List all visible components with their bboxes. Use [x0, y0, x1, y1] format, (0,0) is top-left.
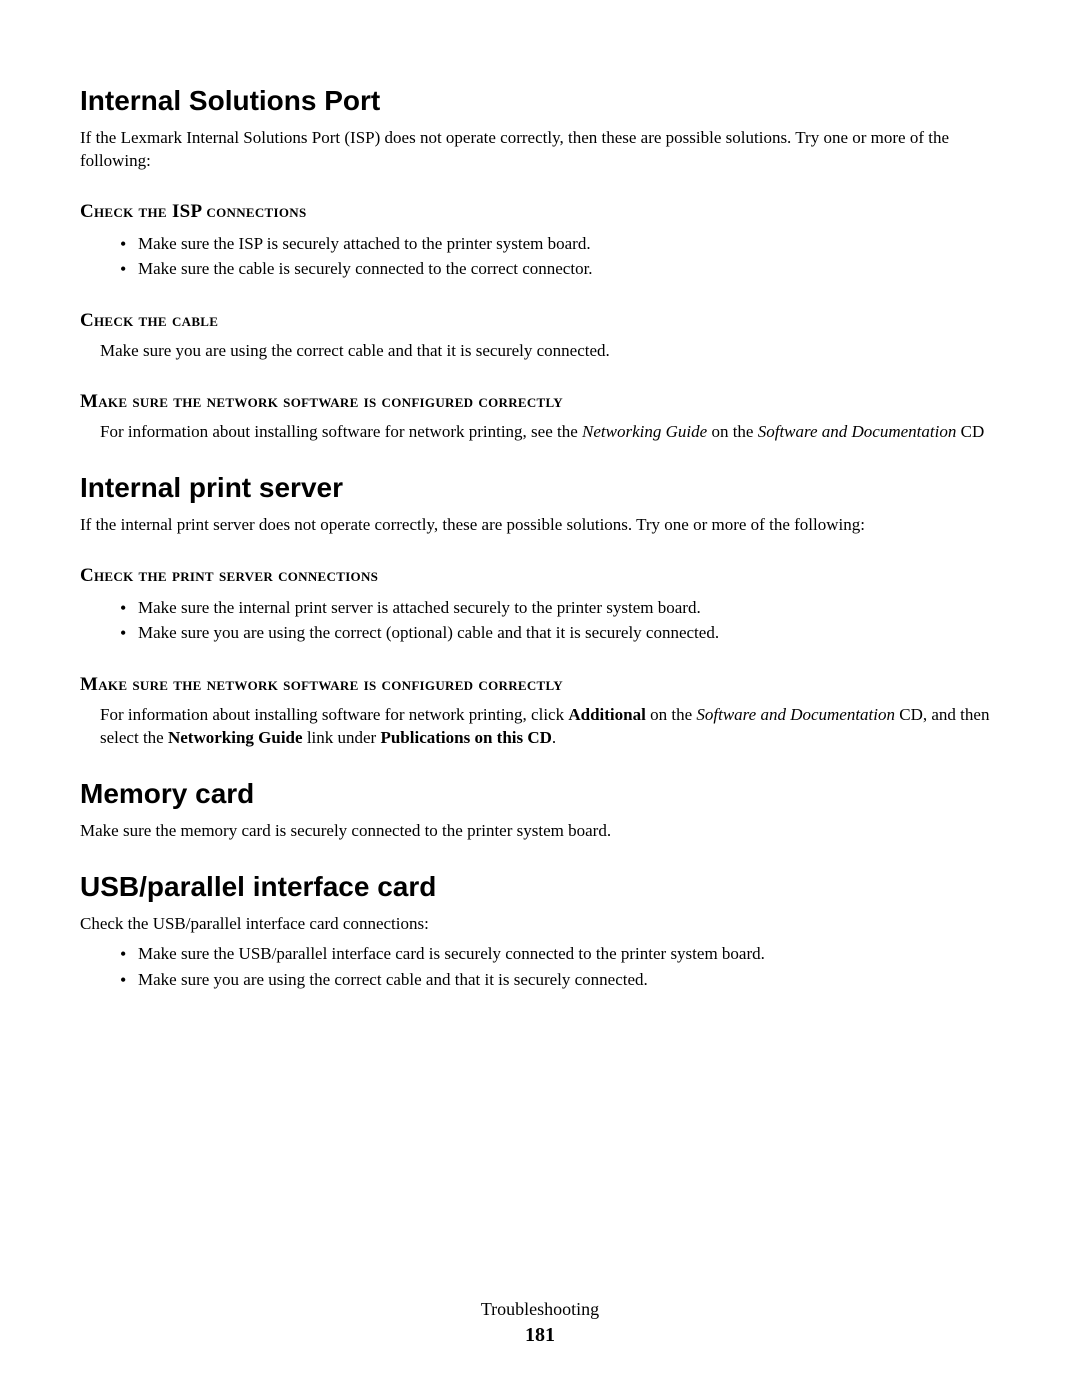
text-italic: Software and Documentation: [758, 422, 957, 441]
text-italic: Networking Guide: [582, 422, 707, 441]
subheading-ips-connections: Check the print server connections: [80, 565, 1000, 587]
list-item: Make sure you are using the correct cabl…: [120, 967, 1000, 993]
text-bold: Additional: [568, 705, 645, 724]
text-span: .: [552, 728, 556, 747]
subheading-ips-network: Make sure the network software is config…: [80, 674, 1000, 696]
ips-connections-list: Make sure the internal print server is a…: [80, 595, 1000, 646]
isp-network-text: For information about installing softwar…: [80, 421, 1000, 444]
isp-connections-list: Make sure the ISP is securely attached t…: [80, 231, 1000, 282]
heading-isp: Internal Solutions Port: [80, 85, 1000, 117]
isp-cable-text: Make sure you are using the correct cabl…: [80, 340, 1000, 363]
ips-network-text: For information about installing softwar…: [80, 704, 1000, 750]
memory-text: Make sure the memory card is securely co…: [80, 820, 1000, 843]
list-item: Make sure the ISP is securely attached t…: [120, 231, 1000, 257]
heading-memory: Memory card: [80, 778, 1000, 810]
list-item: Make sure the USB/parallel interface car…: [120, 941, 1000, 967]
subheading-isp-connections: Check the ISP connections: [80, 201, 1000, 223]
text-bold: Publications on this CD: [380, 728, 551, 747]
heading-ips: Internal print server: [80, 472, 1000, 504]
subheading-isp-network: Make sure the network software is config…: [80, 391, 1000, 413]
page-footer: Troubleshooting 181: [0, 1299, 1080, 1347]
text-span: For information about installing softwar…: [100, 422, 582, 441]
list-item: Make sure the internal print server is a…: [120, 595, 1000, 621]
usb-intro: Check the USB/parallel interface card co…: [80, 913, 1000, 936]
list-item: Make sure the cable is securely connecte…: [120, 256, 1000, 282]
subheading-isp-cable: Check the cable: [80, 310, 1000, 332]
isp-intro: If the Lexmark Internal Solutions Port (…: [80, 127, 1000, 173]
heading-usb: USB/parallel interface card: [80, 871, 1000, 903]
text-italic: Software and Documentation: [696, 705, 895, 724]
page-number: 181: [0, 1324, 1080, 1347]
usb-list: Make sure the USB/parallel interface car…: [80, 941, 1000, 992]
footer-label: Troubleshooting: [0, 1299, 1080, 1320]
text-span: on the: [707, 422, 758, 441]
text-bold: Networking Guide: [168, 728, 303, 747]
text-span: on the: [646, 705, 697, 724]
text-span: For information about installing softwar…: [100, 705, 568, 724]
ips-intro: If the internal print server does not op…: [80, 514, 1000, 537]
text-span: link under: [303, 728, 381, 747]
list-item: Make sure you are using the correct (opt…: [120, 620, 1000, 646]
text-span: CD: [956, 422, 984, 441]
